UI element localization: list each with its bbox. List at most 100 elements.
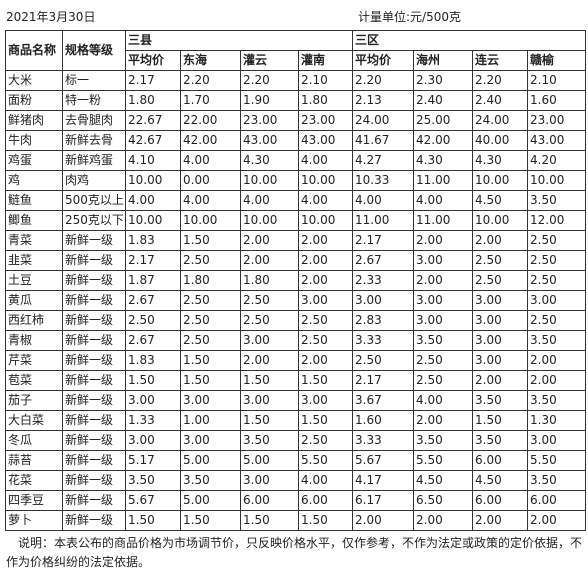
price-cell: 4.50 <box>472 190 529 211</box>
price-cell: 40.00 <box>472 130 529 151</box>
price-cell: 1.83 <box>125 230 181 251</box>
name-cell: 茄子 <box>5 390 63 411</box>
price-cell: 2.50 <box>240 310 299 331</box>
price-cell: 5.50 <box>527 450 587 471</box>
price-cell: 10.00 <box>125 170 181 191</box>
price-cell: 1.80 <box>240 270 299 291</box>
price-cell: 6.17 <box>352 490 415 511</box>
price-cell: 2.20 <box>352 70 415 91</box>
grade-cell: 新鲜一级 <box>62 430 126 451</box>
price-cell: 2.50 <box>527 250 587 271</box>
price-cell: 23.00 <box>297 110 354 131</box>
name-cell: 西红柿 <box>5 310 63 331</box>
price-cell: 6.00 <box>297 490 354 511</box>
price-cell: 3.00 <box>472 290 529 311</box>
row: 牛肉 新鲜去骨 42.67 42.00 43.00 43.00 41.67 42.00 40.0… <box>5 130 587 151</box>
price-table: 商品名称 规格等级 三县 三区 平均价 东海 灌云 灌南 平均价 海州 连云 赣榆 大米 标一 2… <box>5 30 587 531</box>
price-cell: 4.00 <box>125 190 181 211</box>
price-cell: 1.90 <box>240 90 299 111</box>
row: 大米 标一 2.17 2.20 2.20 2.10 2.20 2.30 2.20 2.10 <box>5 70 587 91</box>
name-cell: 青椒 <box>5 330 63 351</box>
price-cell: 2.83 <box>352 310 415 331</box>
grade-cell: 新鲜一级 <box>62 470 126 491</box>
row: 土豆 新鲜一级 1.87 1.80 1.80 2.00 2.33 2.00 2.50 2.50 <box>5 270 587 291</box>
price-cell: 4.00 <box>413 190 474 211</box>
price-cell: 4.50 <box>413 470 474 491</box>
price-cell: 10.00 <box>472 170 529 191</box>
subheader-cell: 海州 <box>413 50 474 71</box>
price-cell: 2.00 <box>472 230 529 251</box>
price-cell: 5.00 <box>180 490 241 511</box>
name-cell: 鲜猪肉 <box>5 110 63 131</box>
header-row: 商品名称 规格等级 三县 三区 <box>5 30 587 71</box>
date: 2021年3月30日 <box>6 10 96 24</box>
price-cell: 1.60 <box>527 90 587 111</box>
price-cell: 2.40 <box>472 90 529 111</box>
price-cell: 23.00 <box>240 110 299 131</box>
price-cell: 2.20 <box>180 70 241 91</box>
price-cell: 1.70 <box>180 90 241 111</box>
price-cell: 1.50 <box>125 510 181 531</box>
price-cell: 2.10 <box>527 70 587 91</box>
price-cell: 4.00 <box>297 470 354 491</box>
name-cell: 鲢鱼 <box>5 190 63 211</box>
name-cell: 鸡 <box>5 170 63 191</box>
price-cell: 2.17 <box>125 250 181 271</box>
price-cell: 2.33 <box>352 270 415 291</box>
price-cell: 1.50 <box>180 370 241 391</box>
price-cell: 2.50 <box>472 250 529 271</box>
name-cell: 大米 <box>5 70 63 91</box>
price-cell: 2.50 <box>527 230 587 251</box>
header-cell: 规格等级 <box>62 30 126 71</box>
row: 黄瓜 新鲜一级 2.67 2.50 2.50 3.00 3.00 3.00 3.00 3.00 <box>5 290 587 311</box>
price-cell: 3.50 <box>413 330 474 351</box>
price-cell: 11.00 <box>352 210 415 231</box>
price-cell: 1.50 <box>472 410 529 431</box>
price-cell: 2.67 <box>125 290 181 311</box>
price-cell: 1.50 <box>240 410 299 431</box>
subheader-cell: 连云 <box>472 50 529 71</box>
price-cell: 2.50 <box>413 350 474 371</box>
grade-cell: 标一 <box>62 70 126 91</box>
price-cell: 1.50 <box>125 370 181 391</box>
price-cell: 4.00 <box>240 190 299 211</box>
grade-cell: 新鲜一级 <box>62 390 126 411</box>
price-cell: 4.27 <box>352 150 415 171</box>
price-cell: 2.50 <box>240 290 299 311</box>
price-cell: 4.30 <box>413 150 474 171</box>
price-cell: 22.00 <box>180 110 241 131</box>
price-cell: 4.00 <box>297 150 354 171</box>
name-cell: 蒜苔 <box>5 450 63 471</box>
price-cell: 2.40 <box>413 90 474 111</box>
name-cell: 鲫鱼 <box>5 210 63 231</box>
price-cell: 5.67 <box>352 450 415 471</box>
price-cell: 4.20 <box>527 150 587 171</box>
row: 蒜苔 新鲜一级 5.17 5.00 5.00 5.50 5.67 5.50 6.00 5.50 <box>5 450 587 471</box>
price-cell: 2.00 <box>240 230 299 251</box>
grade-cell: 新鲜一级 <box>62 310 126 331</box>
row: 鲜猪肉 去骨腿肉 22.67 22.00 23.00 23.00 24.00 25.00 24.… <box>5 110 587 131</box>
grade-cell: 500克以上 <box>62 190 126 211</box>
price-cell: 3.50 <box>125 470 181 491</box>
name-cell: 土豆 <box>5 270 63 291</box>
price-cell: 2.10 <box>297 70 354 91</box>
header: 2021年3月30日 计量单位:元/500克 <box>0 0 588 30</box>
price-cell: 2.00 <box>413 230 474 251</box>
price-cell: 2.50 <box>125 310 181 331</box>
price-cell: 12.00 <box>527 210 587 231</box>
price-cell: 1.50 <box>180 350 241 371</box>
price-cell: 1.50 <box>180 510 241 531</box>
row: 面粉 特一粉 1.80 1.70 1.90 1.80 2.13 2.40 2.40 1.60 <box>5 90 587 111</box>
price-cell: 3.33 <box>352 430 415 451</box>
price-cell: 4.00 <box>180 190 241 211</box>
row: 鸡肉鸡 10.00 0.00 10.00 10.00 10.33 11.00 10.00 10.… <box>5 170 587 191</box>
subheader-cell: 灌云 <box>240 50 299 71</box>
price-cell: 2.50 <box>297 330 354 351</box>
price-cell: 3.50 <box>180 470 241 491</box>
price-cell: 4.00 <box>352 190 415 211</box>
note: 说明：本表公布的商品价格为市场调节价，只反映价格水平，仅作参考，不作为法定或政策… <box>6 536 583 569</box>
subheader-cell: 灌南 <box>297 50 354 71</box>
price-cell: 10.00 <box>297 170 354 191</box>
price-cell: 3.00 <box>413 250 474 271</box>
price-cell: 3.00 <box>180 430 241 451</box>
